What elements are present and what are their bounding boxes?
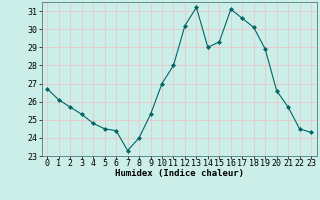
X-axis label: Humidex (Indice chaleur): Humidex (Indice chaleur) <box>115 169 244 178</box>
